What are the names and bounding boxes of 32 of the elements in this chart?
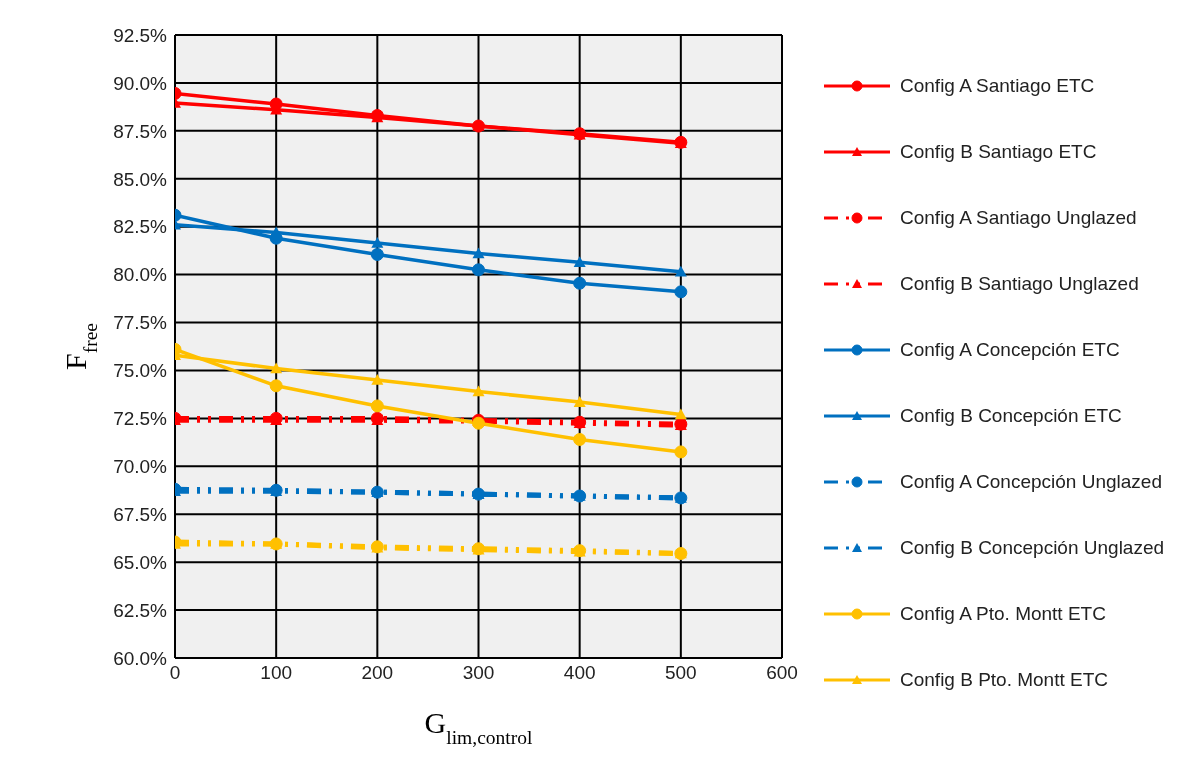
y-tick-label: 82.5%	[113, 216, 168, 238]
y-tick-label: 70.0%	[113, 456, 168, 478]
legend-label: Config A Concepción ETC	[900, 338, 1121, 362]
x-tick-label: 0	[169, 662, 181, 684]
y-tick-label: 80.0%	[113, 264, 168, 286]
legend-label: Config B Santiago ETC	[900, 140, 1098, 164]
y-tick-label: 72.5%	[113, 408, 168, 430]
x-tick-label: 600	[766, 662, 798, 684]
legend-label: Config B Concepción ETC	[900, 404, 1123, 428]
x-tick-label: 200	[361, 662, 394, 684]
x-tick-label: 300	[462, 662, 495, 684]
x-tick-label: 400	[563, 662, 596, 684]
y-tick-label: 75.0%	[113, 360, 168, 382]
legend-label: Config A Santiago Unglazed	[900, 206, 1138, 230]
legend-label: Config A Concepción Unglazed	[900, 470, 1163, 494]
x-axis-title: G$_{lim,control}$	[424, 706, 533, 748]
x-tick-label: 100	[260, 662, 293, 684]
y-tick-label: 65.0%	[113, 551, 168, 573]
legend-label: Config B Pto. Montt ETC	[900, 668, 1110, 692]
y-tick-label: 87.5%	[113, 120, 168, 142]
y-tick-label: 62.5%	[113, 599, 168, 621]
y-tick-label: 92.5%	[113, 24, 168, 46]
legend-label: Config A Santiago ETC	[900, 74, 1096, 98]
y-tick-label: 67.5%	[113, 503, 168, 525]
y-tick-label: 60.0%	[113, 647, 168, 669]
y-tick-label: 77.5%	[113, 312, 168, 334]
y-tick-label: 90.0%	[113, 72, 168, 94]
legend-label: Config B Santiago Unglazed	[900, 272, 1140, 296]
x-tick-label: 500	[664, 662, 697, 684]
legend-label: Config B Concepción Unglazed	[900, 536, 1166, 560]
legend-label: Config A Pto. Montt ETC	[900, 602, 1107, 626]
y-tick-label: 85.0%	[113, 168, 168, 190]
